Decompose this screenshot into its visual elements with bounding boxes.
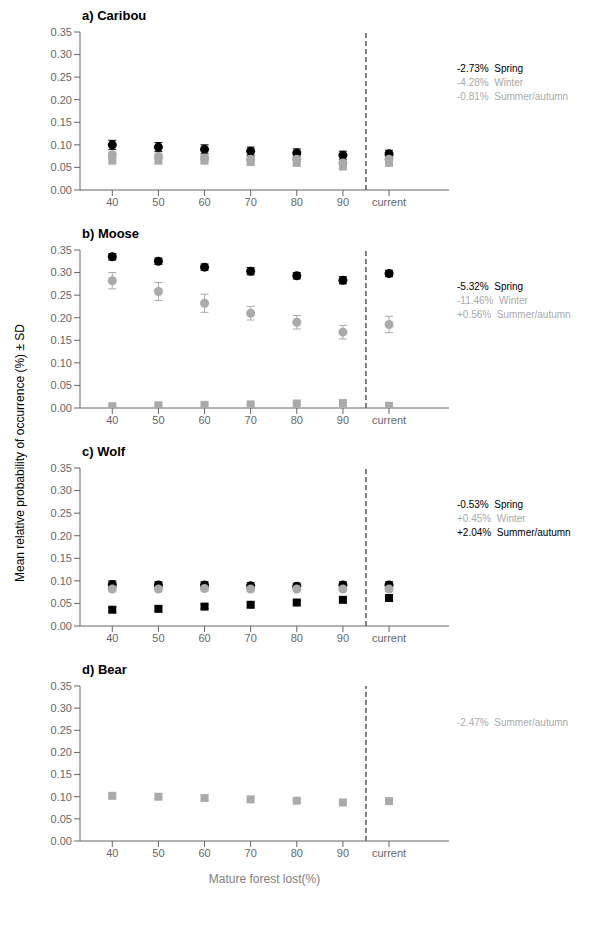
svg-text:Mature forest lost(%): Mature forest lost(%) xyxy=(209,872,320,886)
svg-text:0.10: 0.10 xyxy=(51,575,72,587)
svg-text:0.10: 0.10 xyxy=(51,139,72,151)
svg-text:50: 50 xyxy=(152,847,164,859)
html-text:-4.28% Winter: -4.28% Winter xyxy=(457,77,524,88)
svg-text:0.20: 0.20 xyxy=(51,94,72,106)
html-text:-0.81% Summer/autumn: -0.81% Summer/autumn xyxy=(457,91,569,102)
html-text:b) Moose: b) Moose xyxy=(82,226,140,241)
svg-text:60: 60 xyxy=(198,847,210,859)
svg-text:40: 40 xyxy=(106,196,118,208)
svg-text:0.15: 0.15 xyxy=(51,334,72,346)
svg-text:0.20: 0.20 xyxy=(51,530,72,542)
svg-text:80: 80 xyxy=(291,196,303,208)
svg-text:0.35: 0.35 xyxy=(51,462,72,474)
html-text:a) Caribou: a) Caribou xyxy=(82,8,147,23)
svg-text:90: 90 xyxy=(337,414,349,426)
svg-text:0.25: 0.25 xyxy=(51,724,72,736)
html-text:+0.45% Winter: +0.45% Winter xyxy=(457,513,526,524)
svg-text:current: current xyxy=(372,414,406,426)
svg-text:0.05: 0.05 xyxy=(51,597,72,609)
html-text:-0.53% Spring: -0.53% Spring xyxy=(457,499,524,510)
svg-text:0.35: 0.35 xyxy=(51,680,72,692)
svg-text:0.30: 0.30 xyxy=(51,48,72,60)
svg-text:current: current xyxy=(372,632,406,644)
html-text:Mean relative probability of o: Mean relative probability of occurrence … xyxy=(13,324,27,582)
svg-text:0.05: 0.05 xyxy=(51,813,72,825)
svg-text:40: 40 xyxy=(106,414,118,426)
html-text:-11.46% Winter: -11.46% Winter xyxy=(457,295,528,306)
html-text:c) Wolf: c) Wolf xyxy=(82,444,126,459)
svg-text:90: 90 xyxy=(337,847,349,859)
svg-text:50: 50 xyxy=(152,414,164,426)
svg-text:80: 80 xyxy=(291,632,303,644)
svg-text:60: 60 xyxy=(198,632,210,644)
svg-text:0.35: 0.35 xyxy=(51,26,72,38)
svg-text:40: 40 xyxy=(106,847,118,859)
svg-text:80: 80 xyxy=(291,847,303,859)
svg-text:0.20: 0.20 xyxy=(51,312,72,324)
svg-text:60: 60 xyxy=(198,196,210,208)
svg-text:40: 40 xyxy=(106,632,118,644)
html-text:-2.73% Spring: -2.73% Spring xyxy=(457,63,524,74)
svg-text:0.15: 0.15 xyxy=(51,552,72,564)
svg-text:0.00: 0.00 xyxy=(51,184,72,196)
svg-text:70: 70 xyxy=(245,414,257,426)
svg-text:0.05: 0.05 xyxy=(51,161,72,173)
svg-text:0.25: 0.25 xyxy=(51,289,72,301)
svg-text:0.10: 0.10 xyxy=(51,357,72,369)
svg-text:0.05: 0.05 xyxy=(51,379,72,391)
svg-text:0.00: 0.00 xyxy=(51,402,72,414)
svg-text:70: 70 xyxy=(245,632,257,644)
svg-text:50: 50 xyxy=(152,632,164,644)
svg-text:0.30: 0.30 xyxy=(51,484,72,496)
svg-text:90: 90 xyxy=(337,196,349,208)
svg-text:80: 80 xyxy=(291,414,303,426)
svg-text:0.25: 0.25 xyxy=(51,71,72,83)
svg-text:current: current xyxy=(372,196,406,208)
html-text:-2.47% Summer/autumn: -2.47% Summer/autumn xyxy=(457,717,569,728)
svg-text:0.00: 0.00 xyxy=(51,835,72,847)
svg-text:50: 50 xyxy=(152,196,164,208)
svg-text:0.25: 0.25 xyxy=(51,507,72,519)
svg-text:0.15: 0.15 xyxy=(51,768,72,780)
svg-text:0.10: 0.10 xyxy=(51,791,72,803)
html-text:+0.56% Summer/autumn: +0.56% Summer/autumn xyxy=(457,309,571,320)
svg-text:70: 70 xyxy=(245,196,257,208)
svg-text:90: 90 xyxy=(337,632,349,644)
svg-text:0.30: 0.30 xyxy=(51,266,72,278)
svg-text:0.20: 0.20 xyxy=(51,746,72,758)
svg-text:0.35: 0.35 xyxy=(51,244,72,256)
svg-text:0.15: 0.15 xyxy=(51,116,72,128)
html-text:-5.32% Spring: -5.32% Spring xyxy=(457,281,524,292)
svg-text:60: 60 xyxy=(198,414,210,426)
svg-text:current: current xyxy=(372,847,406,859)
svg-text:0.00: 0.00 xyxy=(51,620,72,632)
html-text:+2.04% Summer/autumn: +2.04% Summer/autumn xyxy=(457,527,571,538)
svg-text:70: 70 xyxy=(245,847,257,859)
svg-text:0.30: 0.30 xyxy=(51,702,72,714)
html-text:d) Bear: d) Bear xyxy=(82,662,127,677)
